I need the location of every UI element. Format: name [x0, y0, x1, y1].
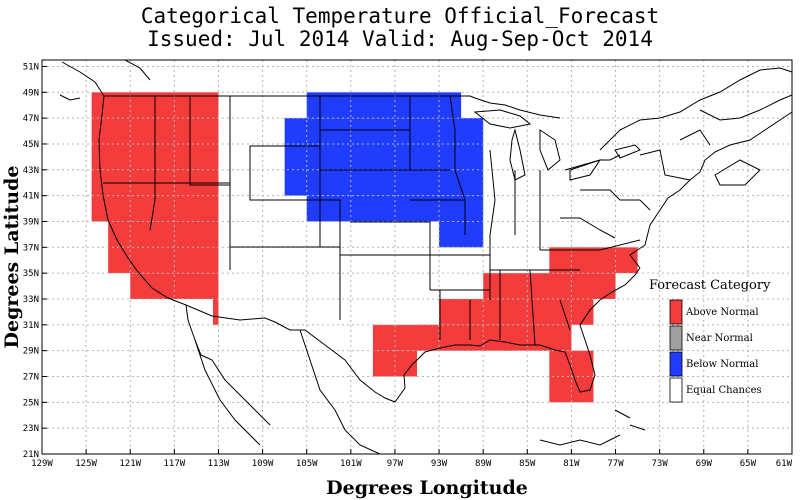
below-normal-region: [306, 92, 462, 119]
y-tick-label: 33N: [23, 295, 39, 305]
x-tick-label: 77W: [607, 459, 624, 469]
above-normal-region: [439, 298, 594, 325]
above-normal-region: [372, 350, 417, 377]
x-axis-title: Degrees Longitude: [326, 477, 528, 499]
x-tick-label: 93W: [431, 459, 448, 469]
y-tick-label: 21N: [23, 450, 39, 460]
x-tick-label: 121W: [119, 459, 141, 469]
y-axis-title: Degrees Latitude: [1, 166, 23, 349]
y-tick-label: 29N: [23, 347, 39, 357]
y-tick-label: 25N: [23, 398, 39, 408]
legend-title: Forecast Category: [649, 278, 771, 293]
x-tick-label: 89W: [475, 459, 492, 469]
above-normal-region: [212, 298, 219, 325]
legend: Forecast Category Above Normal Near Norma…: [649, 278, 771, 403]
legend-label: Near Normal: [686, 333, 753, 344]
x-tick-label: 101W: [340, 459, 362, 469]
legend-label: Equal Chances: [686, 385, 762, 396]
y-tick-label: 41N: [23, 192, 39, 202]
above-normal-region: [483, 273, 616, 299]
x-tick-label: 81W: [563, 459, 580, 469]
y-tick-label: 47N: [23, 114, 39, 124]
above-normal-region: [372, 324, 572, 351]
grid-lines: [42, 60, 792, 454]
legend-swatch: [669, 377, 683, 403]
x-tick-labels: 129W 125W 121W 117W 113W 109W 105W 101W 97W 93W 89…: [31, 449, 793, 469]
legend-label: Above Normal: [685, 307, 759, 318]
x-tick-label: 69W: [696, 459, 713, 469]
y-tick-label: 27N: [23, 372, 39, 382]
state-boundaries: [59, 59, 793, 455]
x-tick-label: 105W: [296, 459, 318, 469]
map-frame: [41, 59, 793, 455]
y-tick-label: 43N: [23, 166, 39, 176]
y-tick-label: 45N: [23, 140, 39, 150]
y-tick-labels: 51N 49N 47N 45N 43N 41N 39N 37N 35N 33N 31N 29N 27N 2…: [23, 62, 47, 460]
y-tick-label: 39N: [23, 217, 39, 227]
x-tick-label: 85W: [519, 459, 536, 469]
y-tick-label: 51N: [23, 62, 39, 72]
x-tick-label: 117W: [164, 459, 186, 469]
legend-label: Below Normal: [686, 359, 758, 370]
x-tick-label: 113W: [208, 459, 230, 469]
y-tick-label: 35N: [23, 269, 39, 279]
legend-swatch: [669, 299, 683, 325]
above-normal-region: [549, 247, 638, 274]
x-tick-label: 61W: [776, 459, 793, 469]
y-tick-label: 23N: [23, 424, 39, 434]
x-tick-label: 125W: [75, 459, 97, 469]
below-normal-region: [439, 221, 484, 248]
map-title: Categorical Temperature Official_Forecas…: [140, 4, 660, 28]
x-tick-label: 109W: [252, 459, 274, 469]
y-tick-label: 31N: [23, 321, 39, 331]
legend-items: Above Normal Near Normal Below Normal Equal…: [669, 299, 762, 403]
legend-swatch: [669, 325, 683, 351]
below-normal-region: [284, 118, 484, 196]
y-tick-label: 49N: [23, 88, 39, 98]
legend-swatch: [669, 351, 683, 377]
x-tick-label: 97W: [387, 459, 404, 469]
x-tick-label: 73W: [652, 459, 669, 469]
x-tick-label: 65W: [740, 459, 757, 469]
map-subtitle: Issued: Jul 2014 Valid: Aug-Sep-Oct 2014: [147, 27, 653, 51]
y-tick-label: 37N: [23, 243, 39, 253]
x-tick-label: 129W: [31, 459, 53, 469]
